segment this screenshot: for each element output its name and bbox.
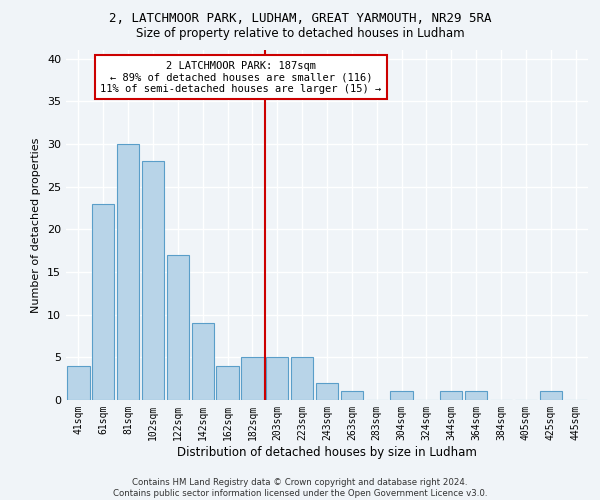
- Text: Size of property relative to detached houses in Ludham: Size of property relative to detached ho…: [136, 28, 464, 40]
- Bar: [539, 392, 562, 400]
- Bar: [440, 392, 463, 400]
- Text: 2 LATCHMOOR PARK: 187sqm
← 89% of detached houses are smaller (116)
11% of semi-: 2 LATCHMOOR PARK: 187sqm ← 89% of detach…: [100, 60, 382, 94]
- X-axis label: Distribution of detached houses by size in Ludham: Distribution of detached houses by size …: [177, 446, 477, 458]
- Bar: [291, 358, 313, 400]
- Text: Contains HM Land Registry data © Crown copyright and database right 2024.
Contai: Contains HM Land Registry data © Crown c…: [113, 478, 487, 498]
- Bar: [142, 161, 164, 400]
- Bar: [341, 392, 363, 400]
- Bar: [465, 392, 487, 400]
- Bar: [167, 255, 189, 400]
- Bar: [92, 204, 115, 400]
- Bar: [117, 144, 139, 400]
- Bar: [391, 392, 413, 400]
- Y-axis label: Number of detached properties: Number of detached properties: [31, 138, 41, 312]
- Bar: [191, 323, 214, 400]
- Bar: [67, 366, 89, 400]
- Bar: [316, 383, 338, 400]
- Bar: [266, 358, 289, 400]
- Bar: [241, 358, 263, 400]
- Bar: [217, 366, 239, 400]
- Text: 2, LATCHMOOR PARK, LUDHAM, GREAT YARMOUTH, NR29 5RA: 2, LATCHMOOR PARK, LUDHAM, GREAT YARMOUT…: [109, 12, 491, 26]
